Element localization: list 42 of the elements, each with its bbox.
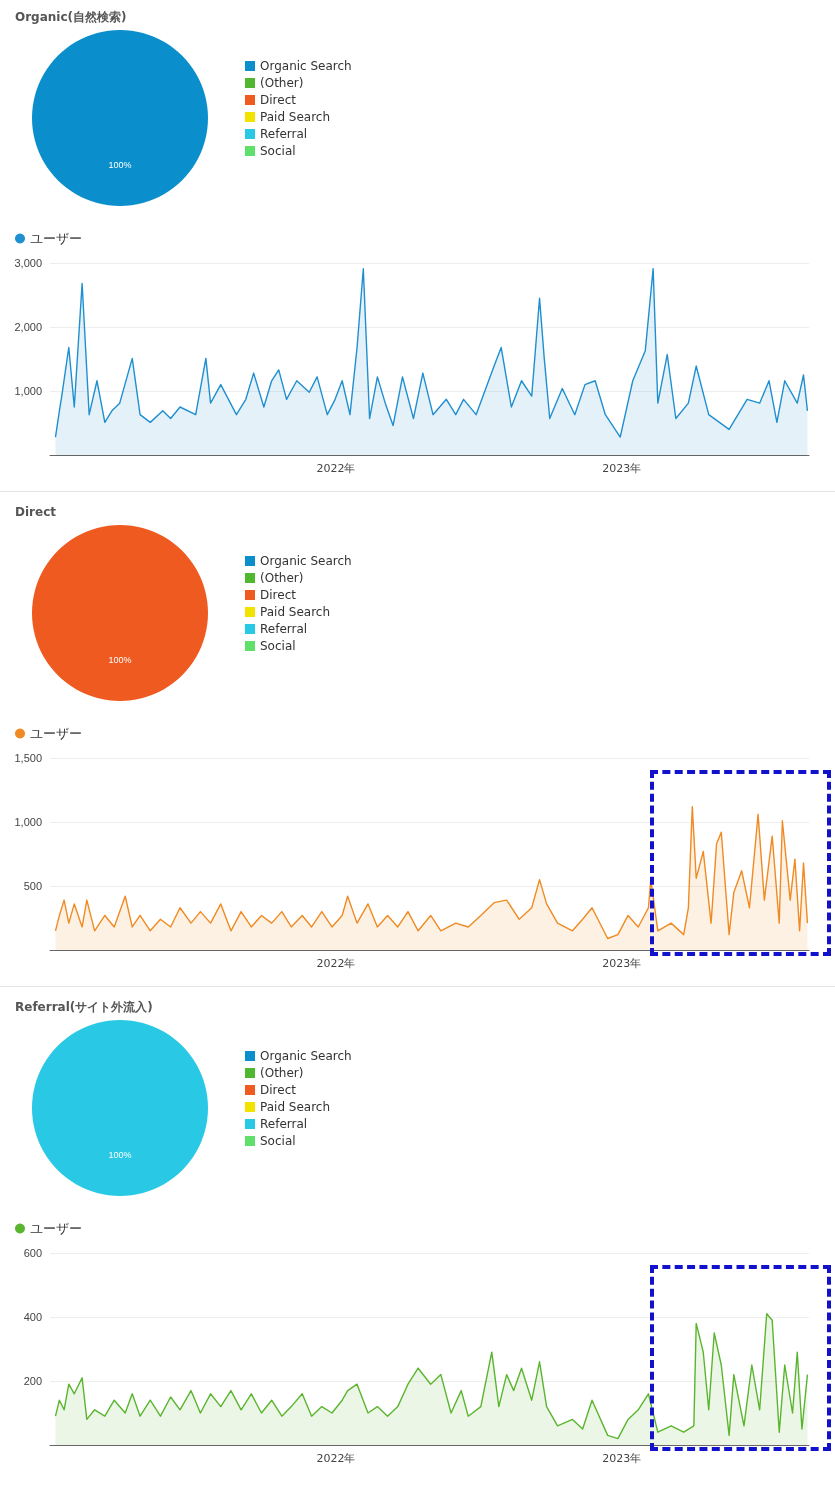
legend-label: Social: [260, 144, 296, 158]
legend-label: Referral: [260, 127, 308, 141]
x-tick-label: 2022年: [316, 1452, 356, 1465]
data-label: 100%: [108, 1150, 132, 1160]
legend-label: (Other): [260, 76, 304, 90]
y-tick-label: 2,000: [14, 321, 42, 333]
y-tick-label: 1,500: [14, 752, 42, 764]
x-tick-label: 2022年: [316, 462, 356, 475]
legend-label: Paid Search: [260, 1100, 331, 1114]
y-tick-label: 1,000: [14, 816, 42, 828]
chart-title: Organic(自然検索): [15, 10, 127, 24]
x-tick-label: 2022年: [316, 957, 356, 970]
legend-label: Direct: [260, 588, 297, 602]
y-tick-label: 3,000: [14, 257, 42, 269]
y-tick-label: 500: [23, 880, 42, 892]
chart-title: Direct: [15, 505, 57, 519]
legend-label: Direct: [260, 93, 297, 107]
y-tick-label: 1,000: [14, 385, 42, 397]
y-tick-label: 600: [23, 1247, 42, 1259]
legend-label: Referral: [260, 1117, 308, 1131]
legend-label: Referral: [260, 622, 308, 636]
y-tick-label: 400: [23, 1311, 42, 1323]
data-label: 100%: [108, 160, 132, 170]
legend-label: ユーザー: [30, 1221, 82, 1236]
legend-label: ユーザー: [30, 231, 82, 246]
legend-label: Social: [260, 1134, 296, 1148]
y-tick-label: 200: [23, 1375, 42, 1387]
legend-label: Paid Search: [260, 605, 331, 619]
data-label: 100%: [108, 655, 132, 665]
legend-label: Direct: [260, 1083, 297, 1097]
x-tick-label: 2023年: [602, 957, 642, 970]
legend-label: (Other): [260, 571, 304, 585]
x-tick-label: 2023年: [602, 1452, 642, 1465]
legend-label: (Other): [260, 1066, 304, 1080]
x-tick-label: 2023年: [602, 462, 642, 475]
legend-label: Organic Search: [260, 554, 352, 568]
legend-label: ユーザー: [30, 726, 82, 741]
chart-title: Referral(サイト外流入): [15, 1000, 153, 1014]
legend-label: Social: [260, 639, 296, 653]
legend-label: Organic Search: [260, 59, 352, 73]
legend-label: Paid Search: [260, 110, 331, 124]
legend-label: Organic Search: [260, 1049, 352, 1063]
